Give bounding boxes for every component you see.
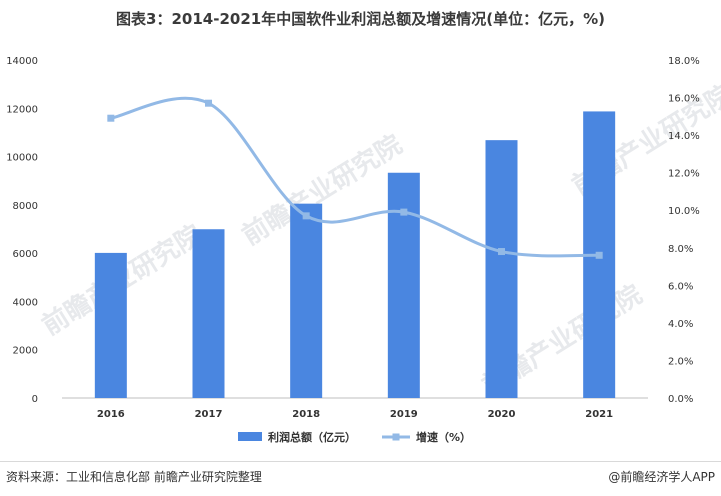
y-right-tick-label: 4.0% <box>668 319 693 330</box>
chart-title: 图表3：2014-2021年中国软件业利润总额及增速情况(单位：亿元，%) <box>116 10 605 28</box>
y-right-tick-label: 14.0% <box>668 131 700 142</box>
y-left-tick-label: 6000 <box>13 249 38 260</box>
y-right-tick-label: 8.0% <box>668 244 693 255</box>
growth-point <box>302 212 310 220</box>
y-right-tick-label: 10.0% <box>668 206 700 217</box>
legend-swatch-bar <box>238 432 262 441</box>
x-tick-label: 2018 <box>292 409 320 420</box>
growth-point <box>595 251 603 259</box>
growth-line <box>110 96 600 258</box>
y-left-tick-label: 14000 <box>6 56 38 67</box>
x-tick-label: 2020 <box>488 409 516 420</box>
x-tick-label: 2021 <box>585 409 613 420</box>
x-tick-label: 2016 <box>97 409 125 420</box>
y-right-tick-label: 18.0% <box>668 56 700 67</box>
y-left-tick-label: 4000 <box>13 297 38 308</box>
y-right-tick-label: 2.0% <box>668 356 693 367</box>
growth-point <box>205 99 212 107</box>
y-right-tick-label: 16.0% <box>668 94 700 105</box>
y-right-tick-label: 12.0% <box>668 169 700 180</box>
legend-label-line: 增速（%） <box>416 430 471 444</box>
x-tick-label: 2019 <box>390 409 418 420</box>
bar <box>387 172 420 398</box>
y-left-tick-label: 10000 <box>6 153 38 164</box>
growth-point <box>498 248 505 256</box>
y-left-tick-label: 8000 <box>13 201 38 212</box>
y-left-tick-label: 0 <box>32 394 38 405</box>
legend-swatch-marker <box>392 433 400 441</box>
growth-point <box>107 114 115 122</box>
bar <box>192 229 225 398</box>
y-right-tick-label: 6.0% <box>668 281 693 292</box>
legend-label-bar: 利润总额（亿元） <box>268 430 356 444</box>
y-right-tick-label: 0.0% <box>668 394 693 405</box>
y-left-tick-label: 2000 <box>13 346 38 357</box>
brand-credit: @前瞻经济学人APP <box>608 470 715 484</box>
bar <box>94 252 127 398</box>
growth-point <box>400 208 408 216</box>
footer-divider <box>0 461 721 462</box>
x-tick-label: 2017 <box>195 409 223 420</box>
bar <box>290 203 323 398</box>
bar <box>485 140 518 398</box>
y-left-tick-label: 12000 <box>6 104 38 115</box>
source-note: 资料来源：工业和信息化部 前瞻产业研究院整理 <box>6 470 262 484</box>
